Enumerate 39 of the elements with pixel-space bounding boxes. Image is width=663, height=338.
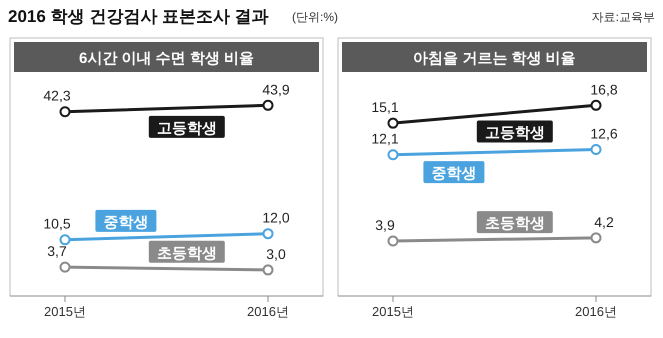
data-label: 3,9	[375, 216, 395, 233]
data-label: 43,9	[262, 81, 290, 98]
point	[590, 100, 602, 111]
data-label: 12,1	[371, 130, 399, 147]
chart-title: 아침을 거르는 학생 비율	[413, 50, 576, 67]
point	[388, 149, 398, 160]
series-label: 초등학생	[156, 244, 217, 262]
chart-title: 6시간 이내 수면 학생 비율	[78, 50, 254, 67]
x-tick-label: 2016년	[247, 304, 289, 319]
x-tick-label: 2015년	[372, 304, 414, 319]
series-label: 중학생	[431, 165, 476, 182]
x-tick-label: 2015년	[44, 304, 86, 319]
text: 2016 학생 건강검사 표본조사 결과	[8, 7, 269, 26]
point	[60, 262, 70, 273]
point	[590, 232, 602, 244]
data-label: 12,0	[262, 210, 290, 226]
point	[60, 106, 70, 118]
point	[590, 144, 602, 155]
data-label: 10,5	[43, 216, 71, 232]
series-label: 고등학생	[156, 120, 217, 137]
data-label: 3,7	[47, 243, 67, 260]
point	[388, 235, 398, 246]
point	[388, 118, 398, 129]
point	[262, 100, 274, 111]
data-label: 12,6	[590, 125, 618, 142]
data-label: 3,0	[266, 246, 286, 262]
point	[262, 264, 274, 276]
x-tick-label: 2016년	[575, 304, 617, 319]
series-label: 중학생	[103, 214, 148, 231]
series-label: 고등학생	[484, 124, 545, 142]
data-label: 4,2	[594, 214, 614, 230]
data-label: 42,3	[43, 88, 71, 104]
point	[262, 228, 274, 240]
data-label: 15,1	[371, 99, 399, 116]
text: 자료:교육부	[592, 10, 655, 24]
text: (단위:%)	[292, 10, 338, 24]
data-label: 16,8	[590, 81, 618, 98]
point	[60, 234, 70, 246]
series-label: 초등학생	[484, 215, 545, 232]
